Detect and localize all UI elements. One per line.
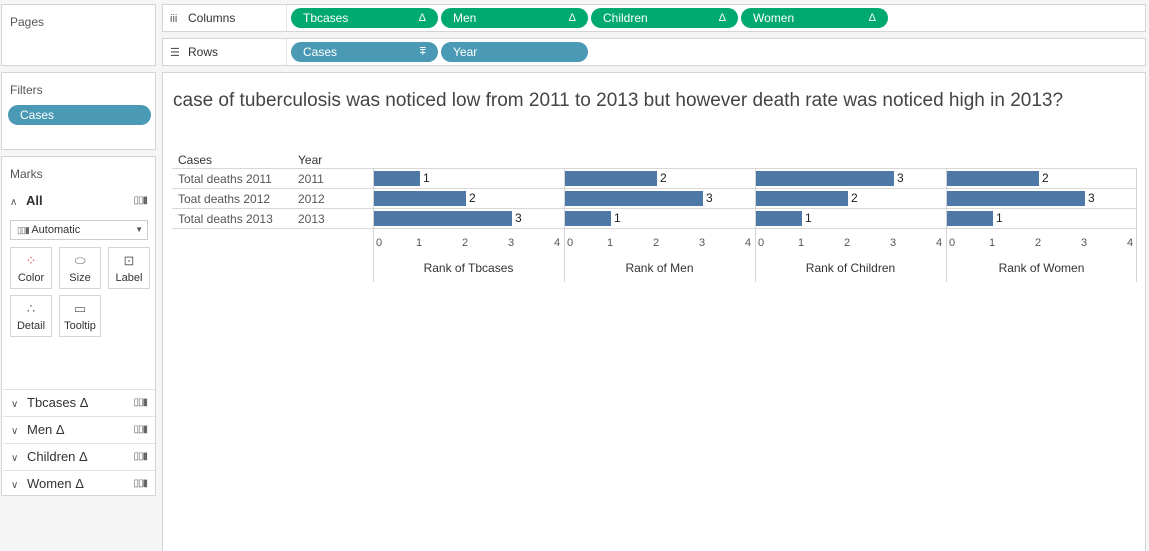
color-button[interactable]: ⁘ Color — [10, 247, 52, 289]
chevron-down-icon: ∨ — [11, 399, 19, 410]
marks-row-women[interactable]: ∨ Women Δ ▯▯▮ — [3, 470, 155, 496]
delta-icon: Δ — [868, 12, 876, 24]
chevron-up-icon: ∧ — [10, 197, 18, 208]
delta-icon: Δ — [55, 422, 65, 437]
marks-title: Marks — [10, 167, 43, 181]
bar-chart-icon: ▯▯▮ — [133, 478, 147, 489]
column-pill-women[interactable]: Women Δ — [741, 8, 888, 28]
size-button[interactable]: ⬭ Size — [59, 247, 101, 289]
bar-chart-icon: ▯▯▮ — [133, 451, 147, 462]
rows-shelf[interactable]: ☰ Rows Cases ⩱ Year — [162, 38, 1146, 66]
delta-icon: Δ — [79, 395, 89, 410]
columns-shelf[interactable]: iii Columns Tbcases Δ Men Δ Children Δ Women… — [162, 4, 1146, 32]
size-icon: ⬭ — [74, 253, 86, 268]
chevron-down-icon: ∨ — [11, 453, 19, 464]
marks-all-row[interactable]: ∧ All ▯▯▮ — [2, 190, 155, 212]
chevron-down-icon: ∨ — [11, 480, 19, 491]
marks-row-children[interactable]: ∨ Children Δ ▯▯▮ — [3, 443, 155, 469]
columns-icon: iii — [170, 13, 178, 25]
rows-icon: ☰ — [170, 47, 180, 59]
columns-label: iii Columns — [163, 5, 287, 31]
label-icon: ⊡ — [123, 253, 135, 268]
chevron-down-icon: ∨ — [11, 426, 19, 437]
bar-icon: ▯▯▮ — [17, 225, 30, 235]
detail-icon: ∴ — [26, 301, 36, 316]
detail-button[interactable]: ∴ Detail — [10, 295, 52, 337]
marks-row-men[interactable]: ∨ Men Δ ▯▯▮ — [3, 416, 155, 442]
tooltip-icon: ▭ — [73, 301, 87, 316]
pages-title: Pages — [10, 15, 45, 29]
rows-label: ☰ Rows — [163, 39, 287, 65]
filter-pill-cases[interactable]: Cases — [8, 105, 151, 125]
mark-type-dropdown[interactable]: ▯▯▮ Automatic ▼ — [10, 220, 148, 240]
label-button[interactable]: ⊡ Label — [108, 247, 150, 289]
tooltip-button[interactable]: ▭ Tooltip — [59, 295, 101, 337]
delta-icon: Δ — [568, 12, 576, 24]
marks-row-tbcases[interactable]: ∨ Tbcases Δ ▯▯▮ — [3, 389, 155, 415]
view-area: case of tuberculosis was noticed low fro… — [162, 72, 1146, 551]
bar-chart-icon: ▯▯▮ — [133, 397, 147, 408]
row-pill-cases[interactable]: Cases ⩱ — [291, 42, 438, 62]
sheet-title: case of tuberculosis was noticed low fro… — [173, 90, 1064, 111]
pages-shelf[interactable]: Pages — [1, 4, 156, 66]
column-pill-men[interactable]: Men Δ — [441, 8, 588, 28]
filters-shelf[interactable]: Filters Cases — [1, 72, 156, 150]
filters-title: Filters — [10, 83, 43, 97]
marks-card: Marks ∧ All ▯▯▮ ▯▯▮ Automatic ▼ ⁘ Color ⬭ S… — [1, 156, 156, 496]
bar-chart-icon: ▯▯▮ — [133, 195, 147, 206]
delta-icon: Δ — [79, 449, 88, 464]
column-pill-tbcases[interactable]: Tbcases Δ — [291, 8, 438, 28]
chevron-down-icon: ▼ — [135, 225, 143, 234]
sort-icon: ⩱ — [419, 46, 426, 58]
delta-icon: Δ — [75, 476, 84, 491]
delta-icon: Δ — [418, 12, 426, 24]
row-pill-year[interactable]: Year — [441, 42, 588, 62]
bar-chart-icon: ▯▯▮ — [133, 424, 147, 435]
color-icon: ⁘ — [25, 253, 37, 268]
delta-icon: Δ — [718, 12, 726, 24]
column-pill-children[interactable]: Children Δ — [591, 8, 738, 28]
